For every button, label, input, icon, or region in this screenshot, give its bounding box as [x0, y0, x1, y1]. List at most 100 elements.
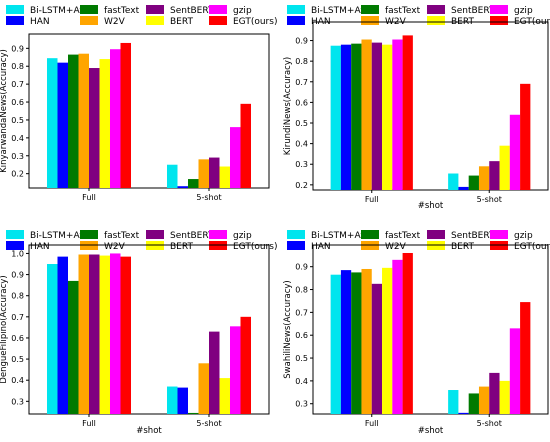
bar: [351, 272, 362, 414]
bar: [68, 54, 79, 189]
legend-label: SentBERT: [451, 6, 495, 16]
bar: [371, 283, 383, 414]
legend-swatch: [490, 230, 508, 239]
y-tick-label: 0.4: [295, 377, 308, 386]
legend-label: HAN: [30, 242, 50, 252]
chart-legend: Bi-LSTM+AttnHANfastTextW2VSentBERTBERTgz…: [287, 5, 550, 27]
legend-swatch: [287, 230, 305, 239]
legend-label: fastText: [385, 6, 421, 16]
y-axis-label: DengueFilipino(Accuracy): [0, 275, 9, 383]
x-tick-label: 5-shot: [477, 419, 502, 428]
y-tick-label: 0.8: [295, 286, 308, 295]
legend-swatch: [361, 230, 379, 239]
legend-swatch: [209, 16, 227, 25]
legend-swatch: [490, 5, 508, 14]
bar: [230, 326, 241, 414]
bar: [330, 274, 341, 414]
legend-swatch: [427, 230, 445, 239]
chart-panel: Bi-LSTM+AttnHANfastTextW2VSentBERTBERTgz…: [283, 230, 550, 436]
y-tick-label: 0.9: [11, 44, 24, 53]
y-tick-label: 1.0: [11, 249, 24, 258]
bar: [402, 252, 413, 414]
legend-swatch: [6, 5, 24, 14]
y-tick-label: 0.5: [295, 354, 308, 363]
y-tick-label: 0.7: [11, 313, 24, 322]
legend-label: fastText: [385, 231, 421, 241]
legend-label: gzip: [233, 231, 252, 241]
x-tick-label: Full: [82, 419, 96, 428]
bar: [509, 114, 521, 190]
chart-panel: Bi-LSTM+AttnHANfastTextW2VSentBERTBERTgz…: [283, 5, 550, 211]
legend-label: BERT: [451, 242, 474, 252]
bar: [110, 253, 121, 414]
y-axis-label: KirundiNews(Accuracy): [283, 57, 293, 155]
plot-frame: [312, 21, 549, 191]
bar: [198, 159, 209, 188]
plot-frame: [28, 244, 270, 415]
bar: [177, 387, 188, 414]
legend-label: fastText: [104, 231, 140, 241]
bar: [110, 49, 121, 188]
x-tick-label: 5-shot: [196, 419, 221, 428]
bar: [340, 44, 352, 190]
bar: [520, 302, 531, 414]
bar: [198, 363, 209, 414]
legend-swatch: [146, 16, 164, 25]
bar: [89, 254, 100, 414]
bar: [230, 127, 241, 188]
bar: [240, 103, 251, 188]
y-tick-label: 0.5: [11, 355, 24, 364]
y-tick-label: 0.4: [11, 376, 24, 385]
legend-label: SentBERT: [170, 6, 214, 16]
bar: [209, 157, 220, 188]
bar: [120, 42, 131, 188]
chart-panel: Bi-LSTM+AttnHANfastTextW2VSentBERTBERTgz…: [0, 5, 277, 202]
bar: [478, 166, 490, 190]
bar: [499, 380, 510, 414]
chart-legend: Bi-LSTM+AttnHANfastTextW2VSentBERTBERTgz…: [6, 230, 277, 252]
legend-swatch: [361, 5, 379, 14]
bar: [57, 62, 68, 188]
y-tick-label: 0.6: [11, 98, 24, 107]
bar: [47, 264, 58, 414]
legend-swatch: [490, 16, 508, 25]
legend-label: BERT: [170, 242, 193, 252]
legend-swatch: [6, 241, 24, 250]
y-tick-label: 0.5: [295, 119, 308, 128]
legend-label: HAN: [311, 242, 331, 252]
legend-swatch: [209, 5, 227, 14]
legend-swatch: [146, 230, 164, 239]
legend-swatch: [427, 5, 445, 14]
y-tick-label: 0.3: [11, 397, 24, 406]
y-tick-label: 0.3: [11, 152, 24, 161]
bar: [499, 145, 510, 190]
y-tick-label: 0.6: [295, 98, 308, 107]
legend-label: gzip: [514, 231, 533, 241]
y-tick-label: 0.7: [295, 78, 308, 87]
legend-swatch: [80, 230, 98, 239]
legend-label: BERT: [170, 17, 193, 27]
x-axis-label: #shot: [418, 426, 444, 436]
bar: [89, 68, 100, 188]
bar: [382, 267, 393, 414]
bar: [489, 161, 500, 190]
bar: [509, 328, 521, 414]
bar: [448, 173, 459, 190]
y-tick-label: 0.8: [11, 62, 24, 71]
x-tick-label: 5-shot: [196, 193, 221, 202]
bar: [120, 256, 131, 414]
bar: [351, 43, 362, 191]
bar: [478, 386, 490, 414]
bar: [458, 412, 469, 414]
y-tick-label: 0.2: [295, 181, 308, 190]
y-tick-label: 0.5: [11, 116, 24, 125]
bar: [340, 270, 352, 414]
bar: [392, 259, 403, 414]
y-tick-label: 0.3: [295, 160, 308, 169]
bar: [448, 390, 459, 414]
legend-label: SentBERT: [451, 231, 495, 241]
legend-label: fastText: [104, 6, 140, 16]
bar: [78, 53, 89, 188]
bar: [68, 280, 79, 414]
